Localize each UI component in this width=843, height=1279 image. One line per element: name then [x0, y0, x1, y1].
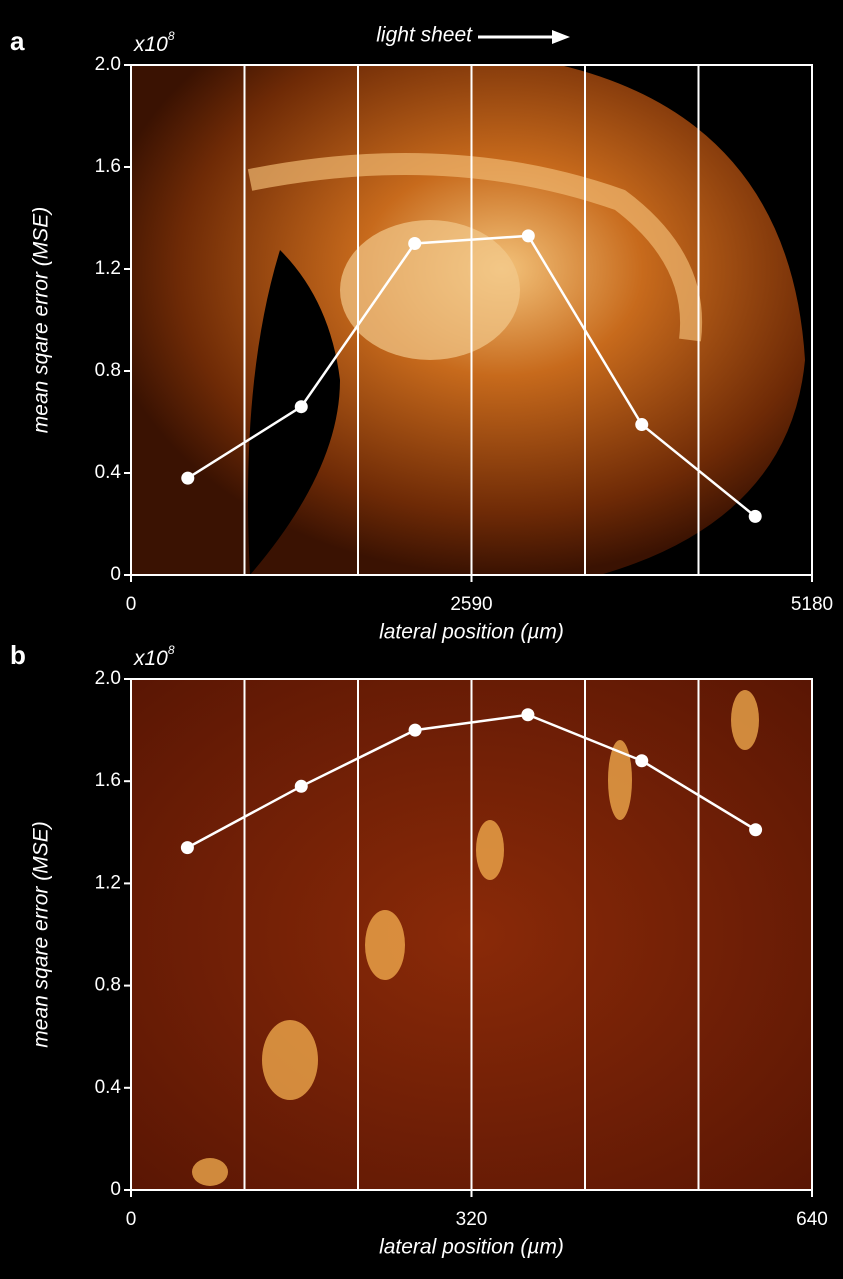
data-point	[749, 510, 762, 523]
data-point	[408, 237, 421, 250]
data-point	[409, 724, 422, 737]
y-tick-label: 0.4	[95, 1077, 122, 1098]
panel-label: b	[10, 640, 26, 670]
y-tick-label: 2.0	[95, 54, 121, 75]
figure: 0 0.4 0.8 1.2 1.6 2.0 0 2590 5180 lateral positio…	[0, 0, 843, 1279]
annotation: light sheet	[376, 24, 473, 47]
y-scale-base: x10	[133, 33, 168, 56]
image-a	[131, 65, 805, 575]
data-point	[522, 229, 535, 242]
y-tick-label: 0	[110, 564, 121, 585]
y-tick-label: 1.2	[95, 258, 121, 279]
y-axis-label: mean sqare error (MSE)	[30, 207, 53, 433]
y-tick-label: 0.4	[95, 462, 122, 483]
y-tick-label: 1.2	[95, 872, 121, 893]
y-scale-exponent: 8	[168, 643, 175, 657]
y-axis-label: mean sqare error (MSE)	[30, 821, 53, 1047]
y-scale-base: x10	[133, 647, 168, 670]
data-point	[295, 400, 308, 413]
data-point	[181, 841, 194, 854]
y-tick-label: 2.0	[95, 668, 121, 689]
x-tick-label: 2590	[450, 594, 492, 615]
y-tick-label: 0.8	[95, 360, 121, 381]
bright-region	[340, 220, 520, 360]
data-point	[749, 823, 762, 836]
y-tick-label: 1.6	[95, 156, 121, 177]
x-tick-label: 0	[126, 594, 137, 615]
data-point	[635, 754, 648, 767]
data-point	[521, 708, 534, 721]
y-scale-exponent: 8	[168, 29, 175, 43]
x-tick-label: 5180	[791, 594, 833, 615]
data-point	[635, 418, 648, 431]
y-tick-label: 0.8	[95, 975, 121, 996]
data-point	[181, 472, 194, 485]
x-tick-label: 320	[456, 1209, 488, 1230]
x-axis-label: lateral position (µm)	[379, 1236, 564, 1259]
x-tick-label: 640	[796, 1209, 828, 1230]
x-tick-label: 0	[126, 1209, 137, 1230]
data-point	[295, 780, 308, 793]
panel-label: a	[10, 26, 25, 56]
x-axis-label: lateral position (µm)	[379, 621, 564, 644]
y-tick-label: 1.6	[95, 770, 121, 791]
y-tick-label: 0	[110, 1179, 121, 1200]
